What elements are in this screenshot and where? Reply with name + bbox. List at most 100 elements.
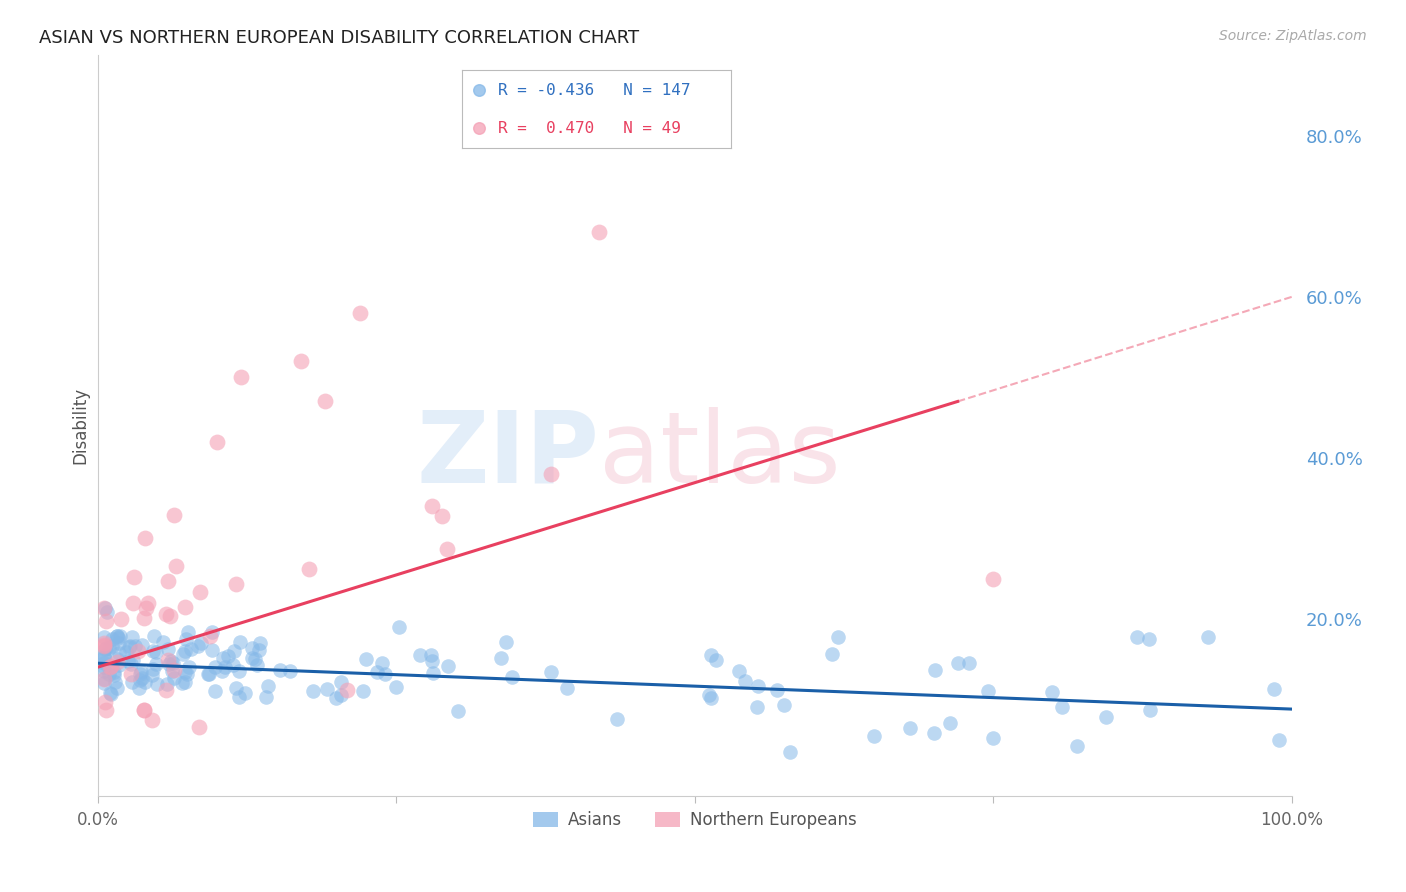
Point (93, 659, 115, 673)
Point (93, 675, 115, 690)
Point (366, 665, 388, 680)
Point (939, 715, 962, 730)
Point (98, 686, 121, 700)
Point (159, 608, 181, 623)
Point (422, 653, 444, 667)
Point (1137, 632, 1160, 646)
Point (225, 681, 247, 695)
Point (104, 674, 127, 689)
Point (96, 641, 118, 656)
Point (156, 653, 179, 667)
Point (211, 664, 233, 678)
Point (374, 667, 396, 681)
Point (156, 641, 179, 656)
Point (430, 508, 453, 523)
Point (93, 638, 115, 652)
Point (134, 675, 156, 690)
Point (388, 620, 411, 634)
Point (229, 635, 252, 649)
Point (247, 642, 270, 657)
Point (922, 726, 945, 740)
Point (108, 646, 131, 660)
Point (249, 635, 271, 649)
Point (1126, 630, 1149, 644)
Point (229, 370, 252, 384)
Point (495, 635, 517, 649)
Point (97, 667, 120, 681)
Point (205, 434, 228, 449)
Point (105, 629, 128, 643)
Point (734, 673, 756, 688)
Point (228, 664, 250, 678)
Point (330, 689, 353, 703)
Point (977, 684, 1000, 698)
Point (94, 641, 117, 656)
Point (172, 647, 194, 661)
Point (352, 683, 374, 698)
Point (349, 306, 371, 320)
Point (93, 648, 115, 662)
Point (98, 640, 121, 655)
Point (422, 665, 444, 680)
Point (385, 681, 408, 695)
Point (408, 648, 430, 662)
Point (121, 675, 143, 690)
Point (145, 645, 167, 659)
Point (93, 630, 115, 644)
Point (173, 600, 195, 615)
Point (898, 721, 921, 735)
Point (240, 641, 263, 656)
Point (132, 610, 155, 624)
Point (93, 672, 115, 686)
Point (706, 652, 728, 666)
Point (124, 639, 146, 653)
Point (105, 655, 128, 669)
Point (155, 607, 177, 621)
Point (131, 638, 153, 652)
Point (100, 687, 122, 701)
Point (142, 629, 165, 643)
Point (745, 699, 768, 714)
Point (436, 658, 458, 673)
Point (214, 660, 236, 674)
Point (233, 686, 256, 700)
Point (765, 683, 787, 698)
Point (314, 394, 336, 409)
Point (242, 651, 264, 665)
Point (128, 681, 150, 695)
Point (132, 703, 155, 717)
Point (212, 651, 235, 665)
Point (107, 657, 129, 672)
Point (94, 615, 117, 629)
Point (160, 654, 183, 668)
Point (301, 683, 323, 698)
Point (201, 643, 224, 657)
Text: atlas: atlas (599, 407, 841, 504)
Point (420, 499, 443, 513)
Point (93, 601, 115, 615)
Point (747, 679, 769, 693)
Point (1050, 700, 1073, 714)
Point (325, 690, 347, 705)
Point (180, 641, 202, 656)
Point (141, 668, 163, 682)
Point (93, 639, 115, 653)
Point (983, 731, 1005, 745)
Text: Source: ZipAtlas.com: Source: ZipAtlas.com (1219, 29, 1367, 43)
Point (316, 682, 339, 697)
Point (827, 630, 849, 644)
Point (1040, 685, 1063, 699)
Point (254, 690, 277, 705)
Point (157, 574, 180, 588)
Point (501, 670, 523, 684)
Point (225, 577, 247, 591)
Point (779, 745, 801, 759)
Point (177, 625, 200, 640)
Point (174, 644, 197, 658)
Point (132, 703, 155, 717)
Point (174, 632, 197, 646)
Point (201, 625, 224, 640)
Point (1066, 739, 1088, 753)
Point (155, 677, 177, 691)
Point (122, 596, 145, 610)
